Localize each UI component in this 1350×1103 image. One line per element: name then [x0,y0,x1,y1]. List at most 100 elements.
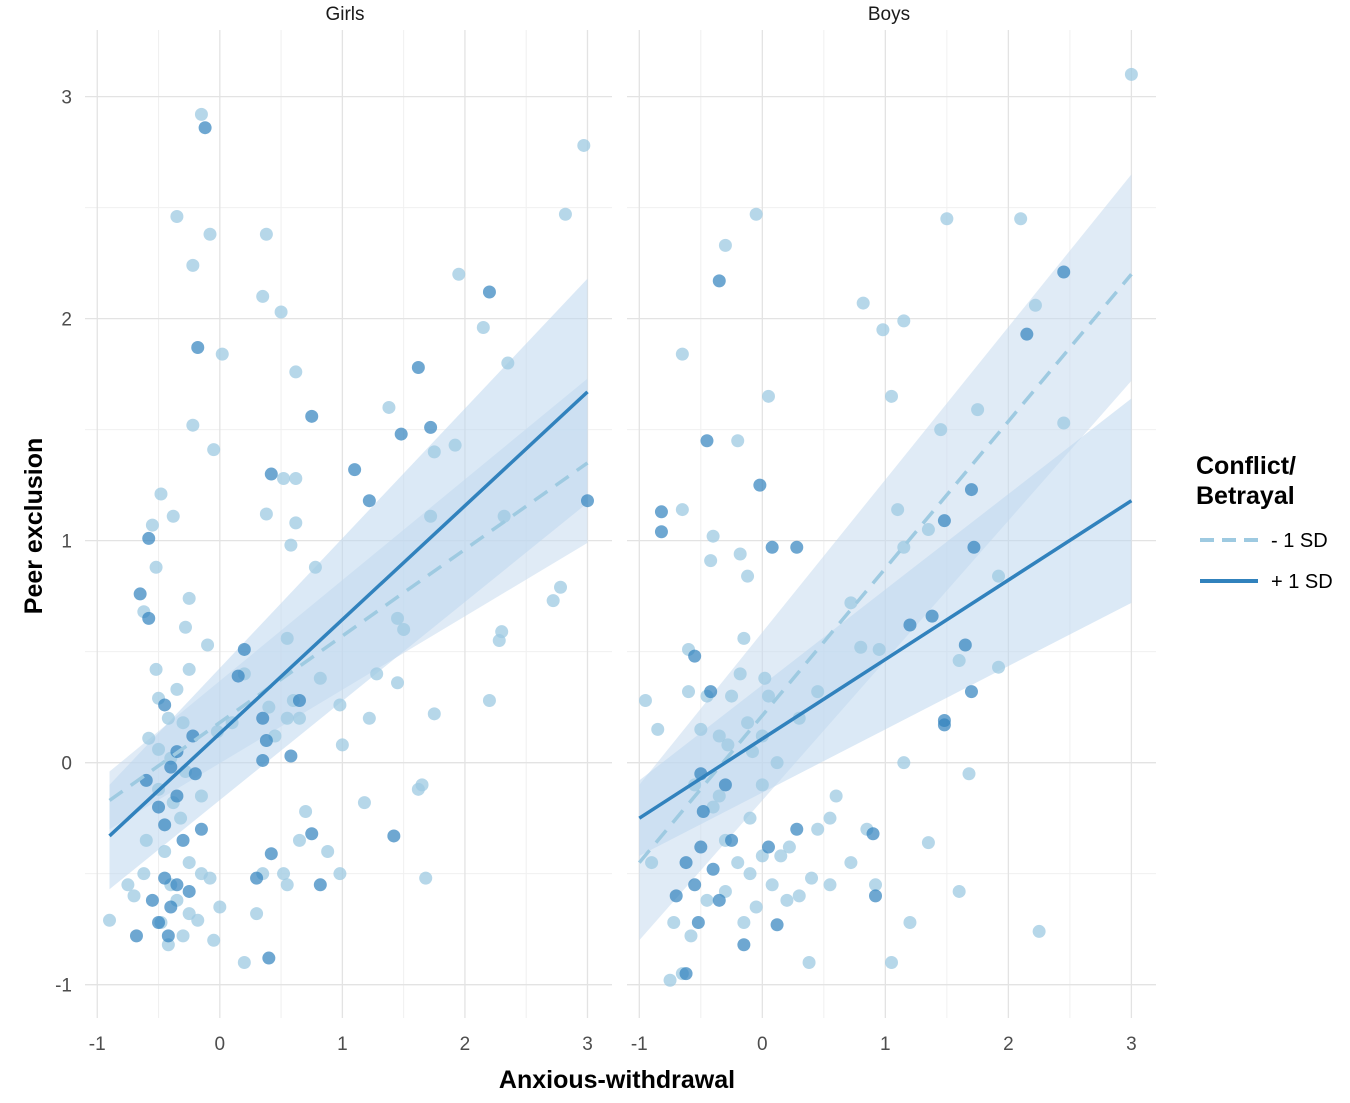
point-low [289,516,303,530]
point-low [424,509,438,523]
point-high [580,494,594,508]
point-low [362,711,376,725]
scatter-points-girls [103,107,594,969]
point-low [743,811,757,825]
point-low [213,900,227,914]
point-low [274,305,288,319]
point-high [704,685,718,699]
x-tick-label: 0 [757,1034,768,1055]
point-high [142,531,156,545]
fit-lines-girls [108,390,589,838]
point-high [256,753,270,767]
point-low [651,722,665,736]
point-high [264,467,278,481]
point-low [733,667,747,681]
point-low [382,400,396,414]
point-low [992,569,1006,583]
point-low [292,833,306,847]
point-high [679,967,693,981]
point-high [191,340,205,354]
point-low [872,642,886,656]
point-low [823,811,837,825]
point-high [262,951,276,965]
point-low [207,443,221,457]
panel-title-boys: Boys [868,4,910,25]
point-low [1032,924,1046,938]
point-high [292,694,306,708]
point-high [348,463,362,477]
point-low [145,518,159,532]
point-low [897,314,911,328]
point-low [313,671,327,685]
point-high [688,649,702,663]
fit-lines-boys [637,273,1133,864]
point-high [700,434,714,448]
point-low [207,933,221,947]
point-low [182,856,196,870]
point-low [250,907,264,921]
point-low [191,913,205,927]
point-low [357,796,371,810]
point-low [335,738,349,752]
point-low [577,138,591,152]
point-high [964,685,978,699]
point-low [731,434,745,448]
point-low [289,365,303,379]
point-high [313,878,327,892]
point-high [654,505,668,519]
y-tick-label: 3 [61,88,72,109]
point-high [765,540,779,554]
point-low [333,698,347,712]
fit-line-high [638,499,1133,820]
point-low [962,767,976,781]
point-low [780,893,794,907]
point-high [706,862,720,876]
point-low [869,878,883,892]
point-low [718,238,732,252]
x-tick-labels-girls: -1 0 1 2 3 [89,1034,593,1055]
point-low [921,523,935,537]
point-low [203,227,217,241]
point-low [712,789,726,803]
point-low [237,955,251,969]
point-low [921,836,935,850]
point-low [215,347,229,361]
point-low [940,212,954,226]
point-high [158,871,172,885]
panel-girls: -1 0 1 2 3 Girls [85,4,612,1055]
point-low [321,844,335,858]
point-low [277,471,291,485]
point-high [256,711,270,725]
point-high [790,822,804,836]
point-high [186,729,200,743]
point-low [903,916,917,930]
point-low [885,955,898,969]
x-tick-labels-boys: -1 0 1 2 3 [631,1034,1137,1055]
point-low [201,638,215,652]
point-high [688,878,702,892]
point-low [497,509,511,523]
fit-line-high [108,390,589,838]
point-low [638,694,652,708]
point-low [811,685,825,699]
point-low [749,900,763,914]
point-low [149,662,163,676]
point-low [427,445,441,459]
point-high [237,642,251,656]
point-high [1057,265,1071,279]
point-low [178,620,192,634]
point-low [706,800,720,814]
point-low [663,973,677,987]
point-high [654,525,668,539]
point-low [765,878,779,892]
point-high [925,609,939,623]
point-low [152,742,166,756]
point-high [170,789,184,803]
point-high [712,274,726,288]
point-high [188,767,202,781]
point-low [161,711,175,725]
point-low [203,871,217,885]
point-low [952,884,966,898]
point-low [811,822,825,836]
point-low [259,507,273,521]
